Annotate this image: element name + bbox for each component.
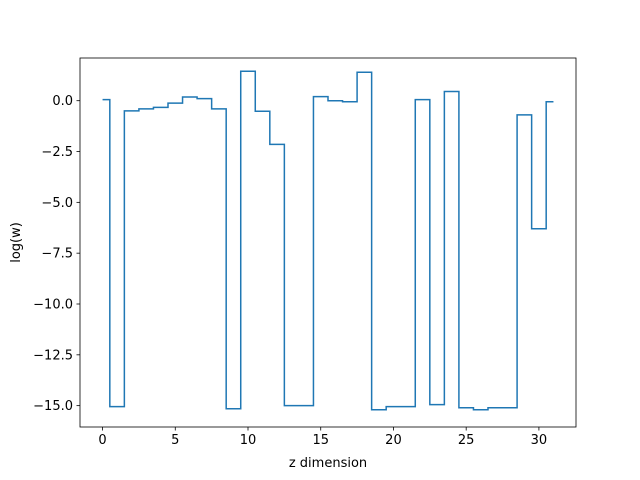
x-tick-label: 10 [240,433,257,448]
y-tick-label: −10.0 [33,298,73,313]
series-line [102,70,554,411]
axes-frame [79,57,577,428]
y-tick-label: −7.5 [41,247,73,262]
x-tick-label: 0 [98,433,106,448]
y-axis-label: log(w) [9,222,24,263]
x-axis-ticks: 0 5 10 15 20 25 30 [98,427,547,448]
y-axis-ticks: 0.0 −2.5 −5.0 −7.5 −10.0 −12.5 −15.0 [33,94,80,414]
x-axis-label: z dimension [289,456,367,471]
plot-area [79,57,577,428]
y-tick-label: −2.5 [41,145,73,160]
x-tick-label: 20 [385,433,402,448]
x-tick-label: 15 [312,433,329,448]
y-tick-label: −15.0 [33,399,73,414]
x-tick-label: 5 [171,433,179,448]
y-tick-label: −5.0 [41,196,73,211]
y-tick-label: 0.0 [52,94,73,109]
y-tick-label: −12.5 [33,348,73,363]
x-tick-label: 30 [531,433,548,448]
x-tick-label: 25 [458,433,475,448]
